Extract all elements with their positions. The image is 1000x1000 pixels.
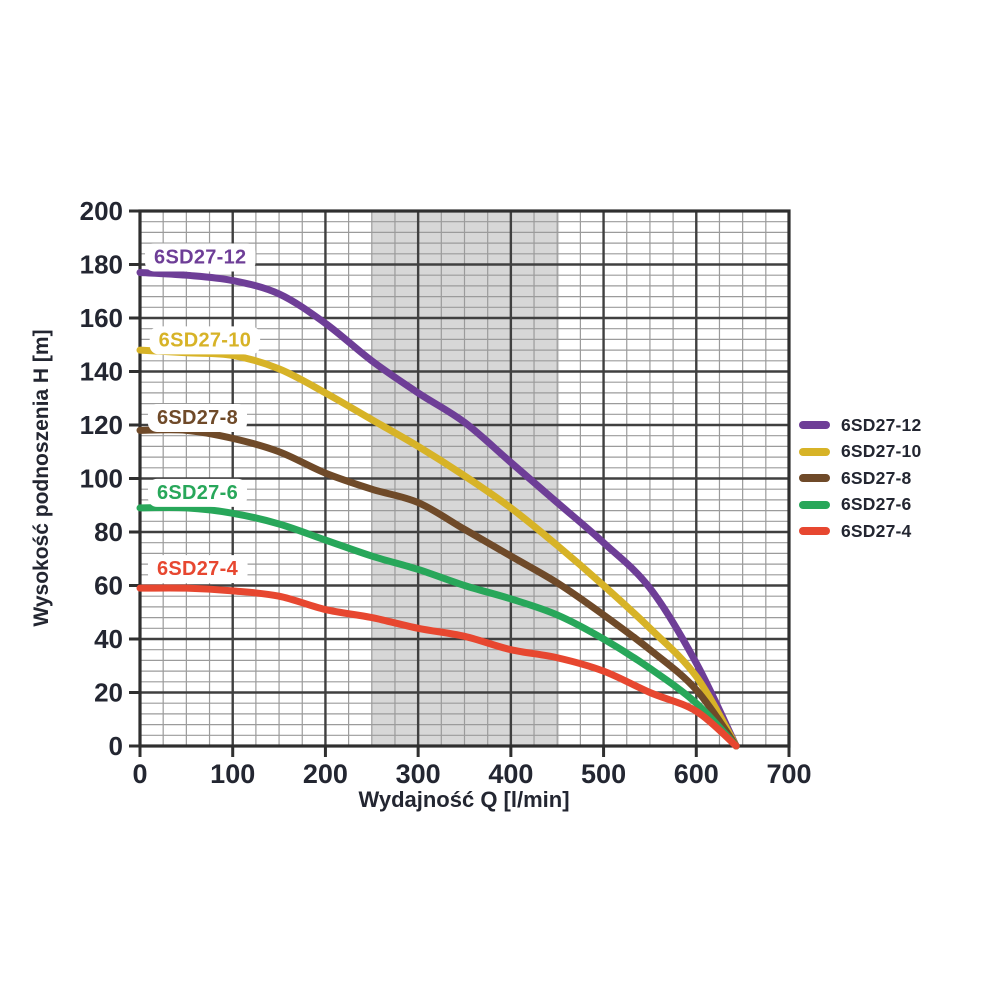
curve-label-text: 6SD27-12	[154, 246, 246, 268]
curve-label-6SD27-6: 6SD27-6	[147, 478, 248, 507]
curve-6SD27-6	[136, 504, 740, 750]
legend-swatch-6SD27-8	[799, 474, 830, 483]
curve-6SD27-10	[136, 346, 740, 750]
legend-label: 6SD27-4	[841, 520, 912, 541]
legend-swatch-6SD27-12	[799, 421, 830, 430]
curve-6SD27-8	[136, 426, 740, 750]
curve-label-text: 6SD27-6	[157, 482, 238, 504]
legend-label: 6SD27-10	[841, 441, 922, 462]
curve-label-chip	[145, 243, 256, 272]
legend-item-6SD27-6: 6SD27-6	[799, 492, 921, 519]
curve-label-6SD27-12: 6SD27-12	[145, 243, 256, 272]
legend-swatch-6SD27-6	[799, 500, 830, 509]
curve-label-text: 6SD27-10	[159, 329, 251, 351]
y-axis-title: Wysokość podnoszenia H [m]	[30, 329, 53, 626]
curve-label-chip	[149, 326, 261, 355]
legend-label: 6SD27-6	[841, 494, 912, 515]
legend-item-6SD27-12: 6SD27-12	[799, 412, 921, 439]
curve-6SD27-12	[136, 269, 740, 750]
curve-label-chip	[147, 478, 248, 507]
legend-label: 6SD27-12	[841, 414, 922, 435]
legend-label: 6SD27-8	[841, 467, 912, 488]
x-tick-label: 600	[674, 759, 719, 789]
x-tick-label: 100	[210, 759, 255, 789]
legend-swatch-6SD27-10	[799, 447, 830, 456]
y-tick-label: 40	[94, 624, 123, 654]
curve-label-text: 6SD27-8	[157, 407, 238, 429]
y-tick-label: 200	[80, 196, 123, 226]
y-tick-label: 120	[80, 410, 123, 440]
x-tick-label: 0	[132, 759, 147, 789]
curve-6SD27-4	[136, 584, 740, 750]
y-tick-label: 0	[109, 731, 123, 761]
curve-label-6SD27-10: 6SD27-10	[149, 326, 261, 355]
legend-item-6SD27-8: 6SD27-8	[799, 465, 921, 492]
legend-swatch-6SD27-4	[799, 527, 830, 536]
y-tick-label: 20	[94, 678, 123, 708]
curve-label-chip	[147, 403, 248, 432]
curve-label-chip	[147, 555, 248, 584]
x-axis-title: Wydajność Q [l/min]	[358, 787, 569, 812]
curve-label-text: 6SD27-4	[157, 558, 239, 580]
x-tick-label: 300	[396, 759, 441, 789]
y-tick-label: 60	[94, 571, 123, 601]
y-tick-label: 100	[80, 464, 123, 494]
y-tick-label: 80	[94, 517, 123, 547]
x-tick-label: 200	[303, 759, 348, 789]
legend-item-6SD27-10: 6SD27-10	[799, 439, 921, 466]
y-tick-label: 160	[80, 303, 123, 333]
legend: 6SD27-12 6SD27-10 6SD27-8 6SD27-6 6SD27-4	[799, 412, 921, 545]
x-tick-label: 700	[766, 759, 811, 789]
y-tick-label: 140	[80, 357, 123, 387]
x-tick-label: 500	[581, 759, 626, 789]
x-tick-label: 400	[488, 759, 533, 789]
legend-item-6SD27-4: 6SD27-4	[799, 518, 921, 545]
y-tick-label: 180	[80, 250, 123, 280]
curve-label-6SD27-4: 6SD27-4	[147, 555, 248, 584]
curve-label-6SD27-8: 6SD27-8	[147, 403, 248, 432]
